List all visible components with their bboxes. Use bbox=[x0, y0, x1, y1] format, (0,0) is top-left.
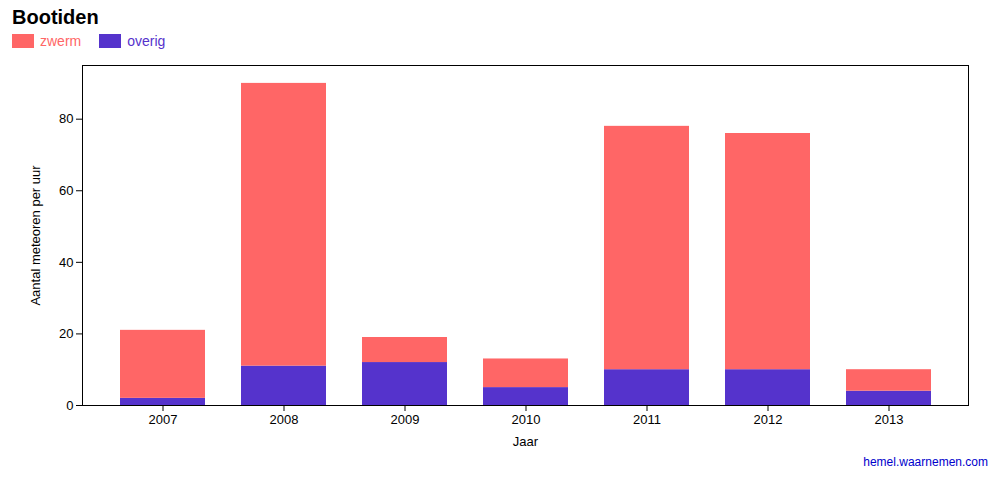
svg-text:2011: 2011 bbox=[633, 412, 661, 427]
svg-text:Jaar: Jaar bbox=[513, 434, 539, 449]
svg-text:Aantal meteoren per uur: Aantal meteoren per uur bbox=[28, 165, 43, 306]
svg-text:2007: 2007 bbox=[149, 412, 178, 427]
svg-text:2009: 2009 bbox=[391, 412, 420, 427]
svg-text:20: 20 bbox=[59, 326, 73, 341]
html-text:hemel.waarnemen.com: hemel.waarnemen.com bbox=[863, 455, 988, 469]
svg-text:2013: 2013 bbox=[875, 412, 904, 427]
svg-text:2010: 2010 bbox=[512, 412, 541, 427]
svg-text:80: 80 bbox=[59, 111, 73, 126]
html-text:zwerm: zwerm bbox=[40, 33, 82, 49]
html-text:overig: overig bbox=[127, 33, 166, 49]
svg-text:40: 40 bbox=[59, 255, 73, 270]
html-text:Bootiden: Bootiden bbox=[12, 6, 99, 28]
svg-text:2012: 2012 bbox=[754, 412, 783, 427]
svg-text:0: 0 bbox=[66, 398, 73, 413]
svg-text:2008: 2008 bbox=[270, 412, 299, 427]
svg-text:60: 60 bbox=[59, 183, 73, 198]
